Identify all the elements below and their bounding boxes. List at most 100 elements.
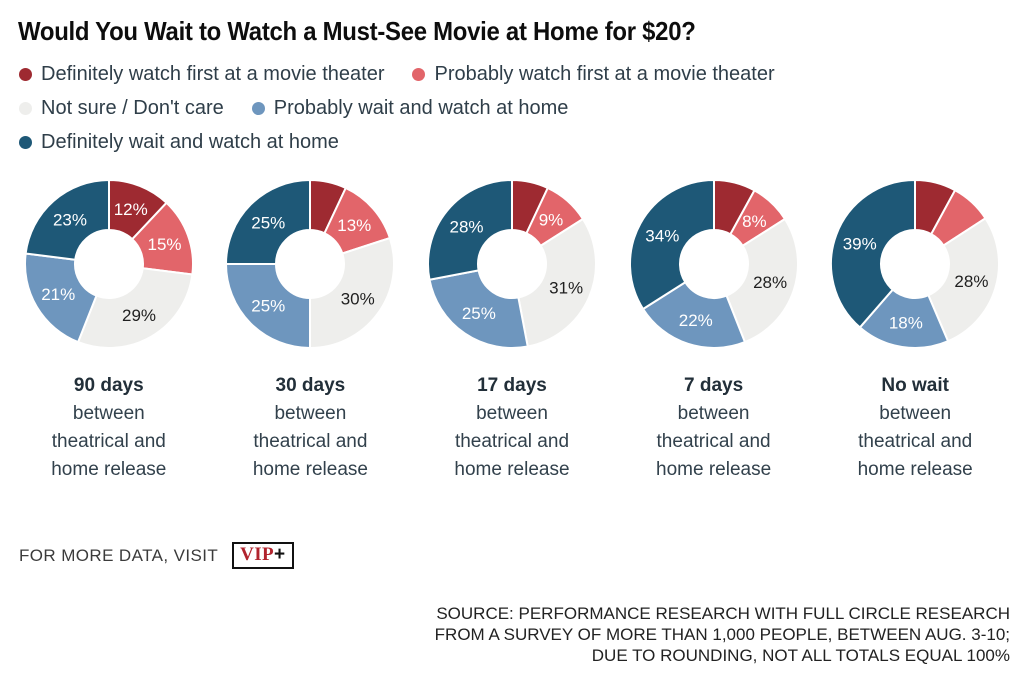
donut-chart-17-days: 9% 31% 25% 28% 17 days between theatrical a… (411, 178, 613, 484)
legend-item-label: Not sure / Don't care (41, 97, 224, 119)
caption-line: theatrical and (51, 431, 166, 452)
source-line: FROM A SURVEY OF MORE THAN 1,000 PEOPLE,… (434, 625, 1010, 644)
slice-value-label: 25% (252, 213, 286, 232)
donut-slice-not_sure (927, 216, 1001, 343)
chart-caption: 7 days between theatrical and home relea… (656, 372, 771, 484)
slice-value-label: 30% (341, 290, 375, 309)
caption-line: theatrical and (253, 431, 368, 452)
caption-title: 90 days (73, 375, 144, 396)
donut-17-days: 9% 31% 25% 28% (426, 178, 597, 349)
legend-item-label: Probably watch first at a movie theater (434, 63, 775, 85)
donut-chart-30-days: 13% 30% 25% 25% 30 days between theatrical … (210, 178, 412, 484)
caption-line: home release (454, 459, 570, 480)
footer-prompt: FOR MORE DATA, VISIT (19, 545, 219, 565)
caption-line: between (677, 403, 750, 424)
slice-value-label: 25% (462, 304, 496, 323)
donut-no-wait: 28% 18% 39% (830, 178, 1001, 349)
donut-chart-7-days: 8% 28% 22% 34% 7 days between theatrical an… (613, 178, 815, 484)
legend-row-3: Definitely wait and watch at home (19, 131, 1024, 154)
donut-slice-definitely_home (426, 178, 513, 281)
source-line: SOURCE: PERFORMANCE RESEARCH WITH FULL C… (436, 604, 1010, 623)
charts-row: 12% 15% 29% 21% 23% 90 days between theatric… (0, 178, 1024, 484)
caption-line: home release (252, 459, 368, 480)
caption-line: between (879, 403, 952, 424)
donut-7-days: 8% 28% 22% 34% (628, 178, 799, 349)
caption-line: theatrical and (656, 431, 771, 452)
vip-logo-text: VIP (240, 544, 275, 565)
slice-value-label: 18% (889, 313, 923, 332)
source-line: DUE TO ROUNDING, NOT ALL TOTALS EQUAL 10… (591, 646, 1010, 665)
caption-line: home release (857, 459, 973, 480)
slice-value-label: 22% (678, 311, 712, 330)
caption-line: theatrical and (858, 431, 973, 452)
caption-title: No wait (881, 375, 949, 396)
donut-slice-probably_home (23, 252, 98, 344)
donut-chart-no-wait: 28% 18% 39% No wait between theatrical and… (814, 178, 1016, 484)
legend-item-label: Definitely wait and watch at home (41, 131, 339, 153)
caption-line: between (72, 403, 145, 424)
vip-logo-plus: + (274, 544, 286, 565)
legend-item-label: Probably wait and watch at home (273, 97, 569, 119)
legend-dot-icon (412, 68, 426, 81)
slice-value-label: 31% (549, 278, 583, 297)
caption-line: theatrical and (454, 431, 570, 452)
donut-slice-definitely_home (225, 178, 312, 265)
legend-dot-icon (19, 68, 32, 81)
donut-slice-definitely_home (830, 178, 917, 329)
slice-value-label: 39% (843, 234, 877, 253)
donut-slice-not_sure (724, 217, 799, 344)
donut-slice-probably_home (858, 288, 950, 349)
chart-caption: 17 days between theatrical and home rele… (454, 372, 569, 484)
slice-value-label: 15% (147, 235, 181, 254)
legend: Definitely watch first at a movie theate… (19, 63, 1024, 154)
vip-plus-logo[interactable]: VIP+ (232, 542, 294, 569)
legend-item-definitely-theater: Definitely watch first at a movie theate… (19, 63, 384, 86)
legend-item-label: Definitely watch first at a movie theate… (41, 63, 385, 85)
caption-line: home release (656, 459, 772, 480)
legend-dot-icon (19, 136, 32, 149)
chart-caption: 90 days between theatrical and home rele… (51, 372, 166, 484)
legend-row-2: Not sure / Don't care Probably wait and … (19, 97, 1024, 120)
page-title: Would You Wait to Watch a Must-See Movie… (18, 16, 696, 46)
legend-dot-icon (251, 102, 265, 115)
slice-value-label: 21% (41, 285, 75, 304)
slice-value-label: 28% (753, 273, 787, 292)
legend-item-probably-theater: Probably watch first at a movie theater (412, 63, 775, 86)
caption-title: 7 days (684, 375, 744, 396)
source-note: SOURCE: PERFORMANCE RESEARCH WITH FULL C… (435, 603, 1010, 666)
caption-line: home release (51, 459, 167, 480)
footer: FOR MORE DATA, VISIT VIP+ (19, 542, 1024, 569)
donut-chart-90-days: 12% 15% 29% 21% 23% 90 days between theatric… (8, 178, 210, 484)
slice-value-label: 9% (539, 211, 564, 230)
donut-slice-definitely_home (24, 178, 110, 261)
slice-value-label: 25% (252, 297, 286, 316)
legend-item-not-sure: Not sure / Don't care (19, 97, 224, 120)
donut-slice-probably_home (428, 269, 529, 349)
donut-slice-not_sure (309, 236, 396, 350)
legend-item-probably-home: Probably wait and watch at home (251, 97, 569, 120)
chart-caption: 30 days between theatrical and home rele… (253, 372, 368, 484)
slice-value-label: 29% (122, 306, 156, 325)
slice-value-label: 13% (338, 216, 372, 235)
caption-line: between (274, 403, 347, 424)
donut-slice-definitely_home (628, 178, 715, 311)
caption-line: between (476, 403, 548, 424)
legend-dot-icon (19, 102, 32, 115)
donut-slice-not_sure (76, 267, 194, 349)
slice-value-label: 28% (955, 272, 989, 291)
donut-30-days: 13% 30% 25% 25% (225, 178, 396, 350)
donut-slice-not_sure (517, 217, 597, 348)
slice-value-label: 28% (450, 217, 484, 236)
legend-row-1: Definitely watch first at a movie theate… (19, 63, 1024, 86)
slice-value-label: 12% (114, 200, 148, 219)
slice-value-label: 23% (53, 211, 87, 230)
slice-value-label: 8% (742, 212, 767, 231)
chart-caption: No wait between theatrical and home rele… (858, 372, 973, 484)
legend-item-definitely-home: Definitely wait and watch at home (19, 131, 339, 154)
slice-value-label: 34% (645, 227, 679, 246)
donut-90-days: 12% 15% 29% 21% 23% (23, 178, 194, 349)
caption-title: 17 days (477, 375, 547, 396)
donut-slice-probably_home (641, 280, 746, 349)
caption-title: 30 days (275, 375, 346, 396)
donut-slice-probably_home (225, 263, 312, 350)
